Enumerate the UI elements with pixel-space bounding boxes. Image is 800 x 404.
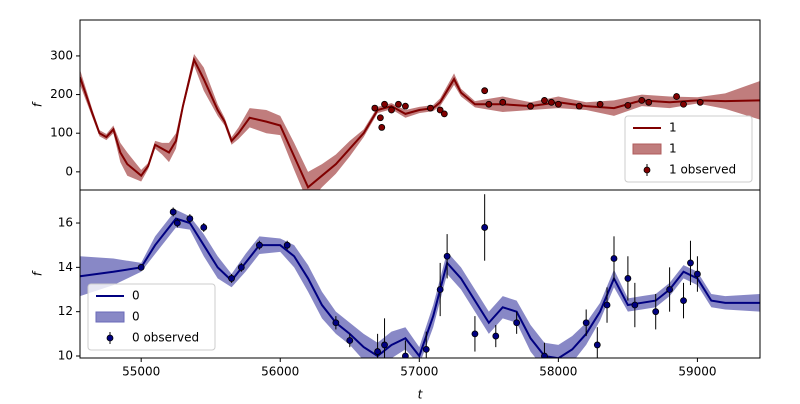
legend-box <box>87 283 216 351</box>
observed-point <box>388 106 395 114</box>
observed-point <box>680 297 687 304</box>
observed-point <box>492 332 500 340</box>
observed-point <box>371 104 379 112</box>
observed-point <box>593 341 601 349</box>
observed-point <box>652 308 660 316</box>
legend-marker <box>106 334 114 342</box>
legend-label: 0 observed <box>132 331 199 345</box>
observed-point <box>554 100 562 108</box>
observed-point <box>481 87 489 95</box>
y-tick-label: 12 <box>58 304 73 318</box>
y-tick-label: 16 <box>58 216 73 230</box>
observed-point <box>638 96 646 104</box>
observed-point <box>422 345 430 353</box>
x-tick-label: 58000 <box>539 365 577 379</box>
observed-point <box>346 337 354 344</box>
observed-point <box>485 100 493 108</box>
observed-point <box>694 270 701 278</box>
observed-point <box>696 98 704 106</box>
observed-point <box>228 275 235 282</box>
observed-point <box>283 241 291 249</box>
y-tick-label: 200 <box>50 87 73 101</box>
observed-point <box>255 241 263 249</box>
observed-point <box>513 319 521 327</box>
observed-point <box>395 100 402 108</box>
observed-point <box>624 275 632 282</box>
observed-point <box>666 286 674 293</box>
observed-point <box>548 98 555 106</box>
observed-point <box>603 301 611 309</box>
legend-box <box>624 115 753 183</box>
observed-point <box>381 341 388 349</box>
observed-point <box>332 319 340 327</box>
observed-point <box>376 114 384 122</box>
legend-label: 1 observed <box>669 163 736 177</box>
legend-label: 0 <box>132 289 140 303</box>
observed-point <box>471 330 479 338</box>
observed-point <box>173 219 181 227</box>
observed-point <box>541 352 548 358</box>
legend-label: 1 <box>669 142 677 156</box>
observed-point <box>186 215 194 222</box>
y-axis-label: f <box>31 270 45 276</box>
observed-point <box>440 110 448 118</box>
x-axis-label: t <box>418 388 424 401</box>
observed-point <box>200 224 208 231</box>
observed-point <box>631 301 639 309</box>
legend-label: 0 <box>132 310 140 324</box>
legend-patch <box>632 143 662 155</box>
observed-point <box>443 252 451 260</box>
observed-point <box>436 106 444 114</box>
observed-point <box>401 102 409 110</box>
plot-area <box>80 54 760 190</box>
observed-point <box>499 98 507 106</box>
observed-point <box>401 352 409 358</box>
observed-point <box>169 208 177 216</box>
observed-point <box>610 255 618 262</box>
y-tick-label: 0 <box>65 164 73 178</box>
y-tick-label: 10 <box>58 349 73 363</box>
x-tick-label: 56000 <box>261 365 299 379</box>
legend-marker <box>643 166 651 174</box>
observed-point <box>378 124 386 131</box>
observed-point <box>381 100 388 108</box>
observed-point <box>687 259 694 267</box>
axes-frame <box>79 189 761 359</box>
observed-point <box>427 104 434 112</box>
y-tick-label: 300 <box>50 48 73 62</box>
observed-point <box>481 224 489 231</box>
observed-point <box>645 98 653 106</box>
observed-point <box>673 93 680 100</box>
mean-line <box>80 56 760 189</box>
observed-point <box>374 348 381 355</box>
plot-area <box>80 194 760 358</box>
observed-point <box>680 100 687 108</box>
observed-point <box>436 286 444 293</box>
legend-label: 1 <box>669 121 677 135</box>
y-tick-label: 14 <box>58 260 73 274</box>
observed-point <box>624 101 632 109</box>
observed-point <box>527 102 534 110</box>
legend-patch <box>95 311 125 323</box>
x-tick-label: 57000 <box>400 365 438 379</box>
x-tick-label: 55000 <box>122 365 160 379</box>
y-axis-label: f <box>31 101 45 107</box>
observed-point <box>137 263 145 271</box>
observed-point <box>541 96 548 104</box>
observed-point <box>575 102 583 110</box>
x-tick-label: 59000 <box>678 365 716 379</box>
observed-point <box>237 263 245 271</box>
observed-point <box>596 100 604 108</box>
confidence-band <box>80 209 760 358</box>
y-tick-label: 100 <box>50 126 73 140</box>
observed-point <box>582 319 590 327</box>
